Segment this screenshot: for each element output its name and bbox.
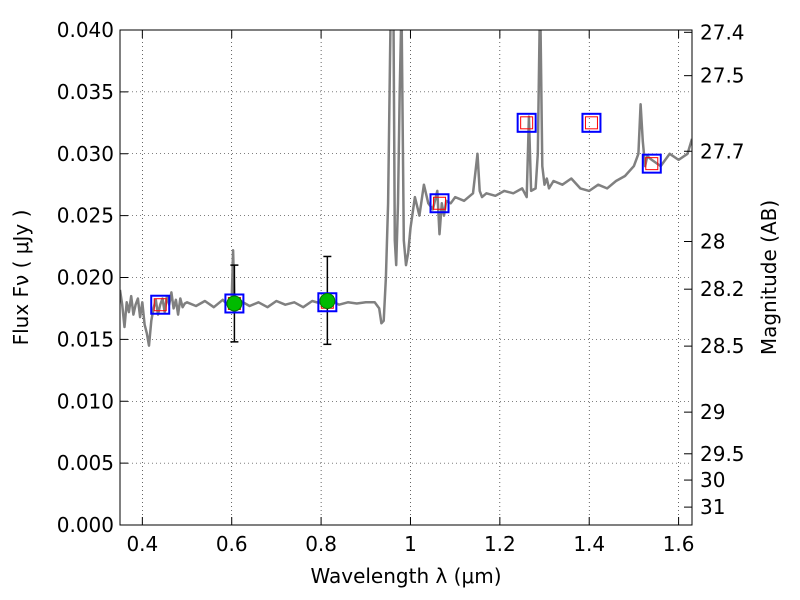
observed-point: [226, 295, 243, 312]
axis-ticks: 0.4 0.6 0.8 1 1.2 1.4 1.6 0.000 0.005 0.010 0.015 0…: [57, 18, 745, 556]
model-point-inner: [520, 116, 534, 130]
x-tick-label: 0.8: [305, 532, 337, 556]
error-bars: [230, 255, 332, 346]
y-axis-label-right: Magnitude (AB): [757, 200, 781, 355]
y-tick-label: 0.020: [57, 266, 114, 290]
x-tick-label: 1.4: [573, 532, 605, 556]
mag-tick-label: 31: [700, 495, 725, 519]
model-point: [516, 112, 537, 133]
model-point-inner: [645, 157, 659, 171]
plot-frame: [119, 29, 693, 526]
mag-tick-label: 29: [700, 400, 725, 424]
x-tick-label: 1: [404, 532, 417, 556]
x-tick-label: 0.4: [126, 532, 158, 556]
template-spectrum-line: [120, 30, 692, 347]
mag-tick-label: 27.4: [700, 20, 745, 44]
mag-tick-label: 27.5: [700, 64, 745, 88]
model-point-inner: [153, 298, 167, 312]
model-point-inner: [433, 196, 447, 210]
x-axis-label: Wavelength λ (μm): [310, 564, 501, 588]
model-point: [150, 294, 171, 315]
y-tick-label: 0.035: [57, 80, 114, 104]
y-tick-label: 0.000: [57, 513, 114, 537]
y-tick-label: 0.025: [57, 204, 114, 228]
mag-tick-label: 28.5: [700, 334, 745, 358]
x-tick-label: 1.6: [663, 532, 695, 556]
model-point: [581, 112, 602, 133]
mag-tick-label: 30: [700, 468, 725, 492]
model-point: [224, 293, 245, 314]
mag-tick-label: 28.2: [700, 277, 745, 301]
y-tick-label: 0.010: [57, 389, 114, 413]
y-tick-label: 0.005: [57, 451, 114, 475]
y-tick-label: 0.015: [57, 327, 114, 351]
model-point: [429, 193, 450, 214]
model-point: [641, 153, 662, 174]
x-tick-label: 1.2: [484, 532, 516, 556]
y-tick-label: 0.030: [57, 142, 114, 166]
grid: [120, 29, 692, 526]
model-point-inner: [584, 116, 598, 130]
observed-point: [319, 293, 336, 310]
observed-points: [226, 293, 336, 312]
x-tick-label: 0.6: [216, 532, 248, 556]
mag-tick-label: 27.7: [700, 139, 745, 163]
mag-tick-label: 28: [700, 229, 725, 253]
template-spectrum-group: [120, 30, 692, 347]
model-points: [150, 112, 662, 315]
y-axis-label: Flux Fν ( μJy ): [9, 210, 33, 346]
y-tick-label: 0.040: [57, 18, 114, 42]
mag-tick-label: 29.5: [700, 442, 745, 466]
